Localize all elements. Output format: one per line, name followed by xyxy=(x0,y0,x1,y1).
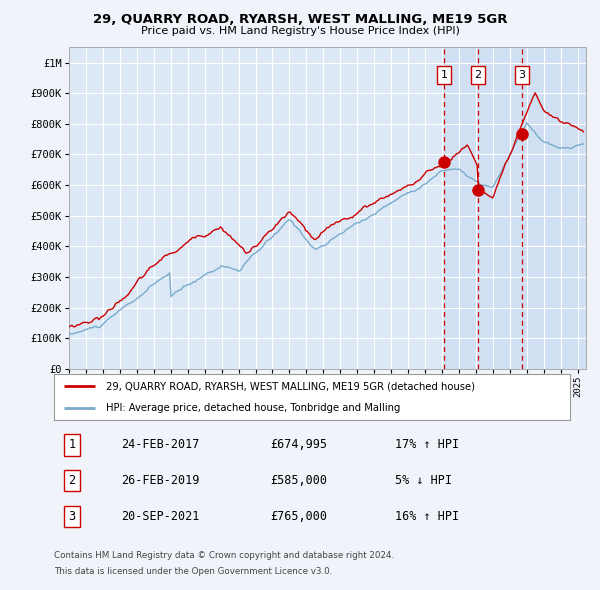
Text: 5% ↓ HPI: 5% ↓ HPI xyxy=(395,474,452,487)
Text: 3: 3 xyxy=(518,70,526,80)
Text: 24-FEB-2017: 24-FEB-2017 xyxy=(121,438,199,451)
Text: 3: 3 xyxy=(68,510,76,523)
Text: 29, QUARRY ROAD, RYARSH, WEST MALLING, ME19 5GR: 29, QUARRY ROAD, RYARSH, WEST MALLING, M… xyxy=(93,13,507,26)
Text: 29, QUARRY ROAD, RYARSH, WEST MALLING, ME19 5GR (detached house): 29, QUARRY ROAD, RYARSH, WEST MALLING, M… xyxy=(106,382,475,392)
Text: £585,000: £585,000 xyxy=(271,474,328,487)
Text: Price paid vs. HM Land Registry's House Price Index (HPI): Price paid vs. HM Land Registry's House … xyxy=(140,26,460,35)
Text: 2: 2 xyxy=(475,70,482,80)
Text: £674,995: £674,995 xyxy=(271,438,328,451)
Text: 17% ↑ HPI: 17% ↑ HPI xyxy=(395,438,458,451)
Text: 26-FEB-2019: 26-FEB-2019 xyxy=(121,474,199,487)
Text: 2: 2 xyxy=(68,474,76,487)
Text: 16% ↑ HPI: 16% ↑ HPI xyxy=(395,510,458,523)
Text: Contains HM Land Registry data © Crown copyright and database right 2024.: Contains HM Land Registry data © Crown c… xyxy=(54,551,394,560)
Text: 1: 1 xyxy=(68,438,76,451)
Text: This data is licensed under the Open Government Licence v3.0.: This data is licensed under the Open Gov… xyxy=(54,566,332,576)
Text: 20-SEP-2021: 20-SEP-2021 xyxy=(121,510,199,523)
Text: 1: 1 xyxy=(440,70,448,80)
Bar xyxy=(444,47,586,369)
Text: HPI: Average price, detached house, Tonbridge and Malling: HPI: Average price, detached house, Tonb… xyxy=(106,402,400,412)
Text: £765,000: £765,000 xyxy=(271,510,328,523)
